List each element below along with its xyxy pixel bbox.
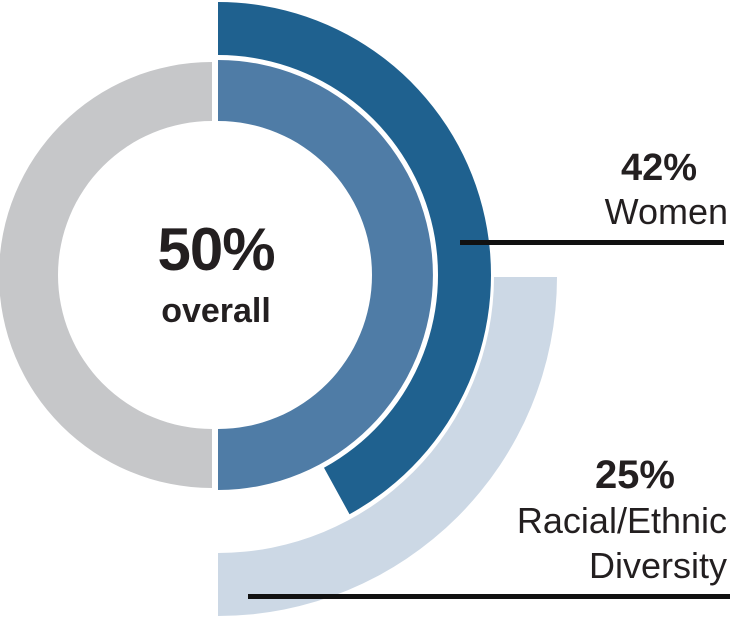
overall-percent-value: 50% (157, 216, 275, 283)
overall-segment-arc (218, 60, 433, 490)
women-percent-value: 42% (620, 147, 697, 189)
women-arc (218, 2, 491, 515)
diversity-label-line2: Diversity (588, 545, 727, 586)
women-label: Women (604, 191, 728, 232)
diversity-leader-line (248, 594, 730, 599)
overall-remainder-arc (0, 62, 212, 488)
racial-ethnic-diversity-arc (218, 277, 557, 616)
diversity-percent-value: 25% (594, 453, 675, 497)
diversity-label-line1: Racial/Ethnic (516, 500, 727, 541)
callout-diversity: 25% Racial/Ethnic Diversity (517, 453, 727, 588)
callout-women: 42% Women (605, 146, 728, 234)
center-label: 50% overall (60, 121, 372, 429)
women-leader-line (460, 240, 724, 245)
overall-caption: overall (161, 292, 271, 330)
